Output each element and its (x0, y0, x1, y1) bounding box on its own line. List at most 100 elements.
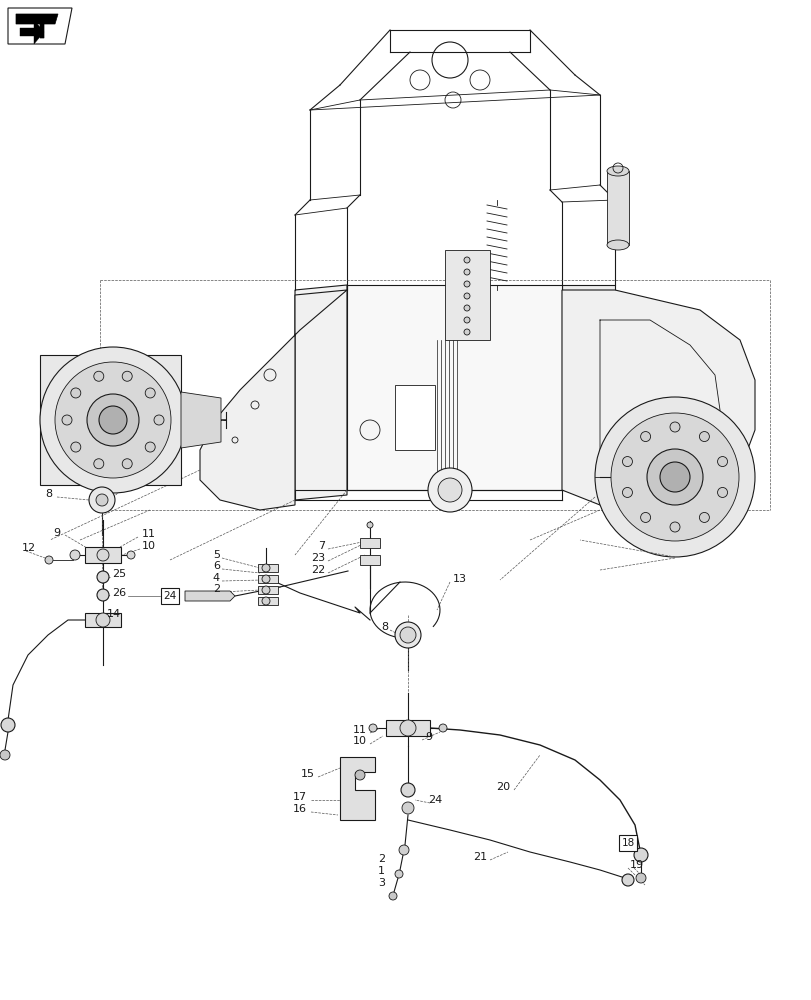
Circle shape (394, 622, 420, 648)
Circle shape (401, 802, 414, 814)
Circle shape (640, 512, 650, 522)
Text: 8: 8 (380, 622, 388, 632)
Circle shape (262, 564, 270, 572)
Text: 7: 7 (317, 541, 324, 551)
Text: 6: 6 (212, 561, 220, 571)
Circle shape (97, 589, 109, 601)
Circle shape (621, 874, 633, 886)
Text: 12: 12 (22, 543, 36, 553)
Text: 5: 5 (212, 550, 220, 560)
Text: 25: 25 (112, 569, 126, 579)
Circle shape (463, 293, 470, 299)
Circle shape (646, 449, 702, 505)
Text: 9: 9 (424, 732, 431, 742)
Circle shape (622, 487, 632, 497)
Polygon shape (85, 547, 121, 563)
Text: 11: 11 (142, 529, 156, 539)
Circle shape (439, 724, 446, 732)
Polygon shape (359, 555, 380, 565)
Ellipse shape (607, 166, 629, 176)
Circle shape (463, 305, 470, 311)
Circle shape (71, 442, 80, 452)
Circle shape (93, 371, 104, 381)
Circle shape (717, 487, 727, 497)
Text: 21: 21 (472, 852, 487, 862)
Circle shape (698, 512, 709, 522)
Circle shape (262, 597, 270, 605)
Circle shape (463, 269, 470, 275)
Polygon shape (385, 720, 430, 736)
Circle shape (122, 459, 132, 469)
Circle shape (154, 415, 164, 425)
Text: 15: 15 (301, 769, 315, 779)
Circle shape (635, 873, 646, 883)
Text: 24: 24 (427, 795, 442, 805)
Circle shape (717, 457, 727, 467)
Text: 26: 26 (112, 588, 126, 598)
Polygon shape (359, 538, 380, 548)
Polygon shape (181, 392, 221, 448)
Text: 19: 19 (629, 860, 643, 870)
Circle shape (89, 487, 115, 513)
Text: 10: 10 (142, 541, 156, 551)
Text: 10: 10 (353, 736, 367, 746)
Circle shape (122, 371, 132, 381)
Circle shape (610, 413, 738, 541)
Circle shape (394, 870, 402, 878)
Polygon shape (561, 285, 614, 490)
Circle shape (99, 406, 127, 434)
Circle shape (622, 457, 632, 467)
Circle shape (400, 720, 415, 736)
Circle shape (359, 420, 380, 440)
Circle shape (262, 575, 270, 583)
Polygon shape (394, 385, 435, 450)
Polygon shape (258, 564, 277, 572)
Circle shape (96, 613, 109, 627)
Circle shape (401, 783, 414, 797)
Polygon shape (561, 290, 754, 510)
Circle shape (659, 462, 689, 492)
Circle shape (45, 556, 53, 564)
Polygon shape (40, 355, 181, 485)
Circle shape (93, 459, 104, 469)
Polygon shape (8, 8, 72, 44)
Circle shape (97, 571, 109, 583)
Polygon shape (200, 290, 346, 510)
Circle shape (368, 724, 376, 732)
Circle shape (463, 257, 470, 263)
Circle shape (463, 281, 470, 287)
Polygon shape (258, 575, 277, 583)
Polygon shape (185, 591, 234, 601)
Circle shape (437, 478, 461, 502)
Polygon shape (258, 597, 277, 605)
Circle shape (594, 397, 754, 557)
Circle shape (640, 432, 650, 442)
Circle shape (71, 388, 80, 398)
Circle shape (367, 522, 372, 528)
Circle shape (400, 627, 415, 643)
Circle shape (70, 550, 80, 560)
Circle shape (463, 317, 470, 323)
Polygon shape (20, 20, 44, 44)
Text: 4: 4 (212, 573, 220, 583)
Circle shape (669, 522, 679, 532)
Circle shape (87, 394, 139, 446)
Circle shape (1, 718, 15, 732)
Circle shape (251, 401, 259, 409)
Text: 14: 14 (107, 609, 121, 619)
Circle shape (427, 468, 471, 512)
Circle shape (633, 848, 647, 862)
Circle shape (145, 442, 155, 452)
Circle shape (463, 329, 470, 335)
Text: 3: 3 (378, 878, 384, 888)
Circle shape (62, 415, 72, 425)
Circle shape (40, 347, 186, 493)
Text: 22: 22 (311, 565, 324, 575)
Text: 24: 24 (163, 591, 177, 601)
Text: 9: 9 (53, 528, 60, 538)
Text: 11: 11 (353, 725, 367, 735)
Circle shape (232, 437, 238, 443)
Text: 2: 2 (377, 854, 384, 864)
Text: 17: 17 (293, 792, 307, 802)
Polygon shape (340, 757, 375, 820)
